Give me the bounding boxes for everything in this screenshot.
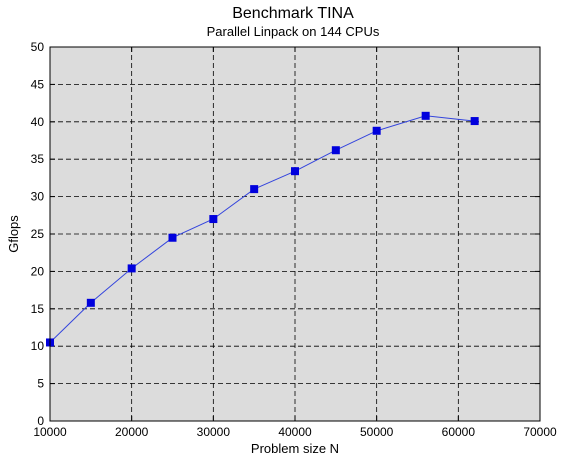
data-point-marker (331, 146, 340, 155)
data-point-marker (470, 117, 479, 126)
y-tick-label: 5 (37, 377, 44, 391)
y-tick-label: 35 (31, 152, 45, 166)
y-tick-label: 40 (31, 115, 45, 129)
data-point-marker (372, 126, 381, 135)
data-point-marker (86, 298, 95, 307)
data-series (46, 111, 479, 347)
plot-frame (49, 46, 541, 422)
y-tick-label: 10 (31, 339, 45, 353)
x-tick-label: 50000 (360, 425, 394, 439)
x-tick-label: 30000 (197, 425, 231, 439)
data-point-marker (250, 185, 259, 194)
y-tick-label: 50 (31, 40, 45, 54)
y-tick-label: 15 (31, 302, 45, 316)
data-point-marker (168, 233, 177, 242)
y-tick-label: 45 (31, 77, 45, 91)
chart-title: Benchmark TINA (232, 5, 354, 22)
y-tick-label: 20 (31, 264, 45, 278)
y-axis-label: Gflops (6, 215, 21, 253)
y-tick-label: 30 (31, 190, 45, 204)
chart-subtitle: Parallel Linpack on 144 CPUs (207, 24, 380, 39)
data-point-marker (421, 111, 430, 120)
y-tick-label: 25 (31, 227, 45, 241)
x-tick-label: 60000 (442, 425, 476, 439)
data-point-marker (291, 167, 299, 176)
y-tick-label: 0 (37, 414, 44, 428)
x-axis-label: Problem size N (251, 441, 339, 456)
data-point-marker (127, 264, 136, 273)
data-point-marker (209, 215, 218, 224)
x-tick-label: 10000 (33, 425, 67, 439)
gridlines (50, 47, 540, 421)
y-axis-tick-labels: 0 5 10 15 20 25 30 35 40 45 50 (31, 40, 45, 428)
x-tick-label: 70000 (523, 425, 557, 439)
x-tick-label: 40000 (278, 425, 312, 439)
x-tick-label: 20000 (115, 425, 149, 439)
x-axis-tick-labels: 10000 20000 30000 40000 50000 60000 70000 (33, 425, 557, 439)
